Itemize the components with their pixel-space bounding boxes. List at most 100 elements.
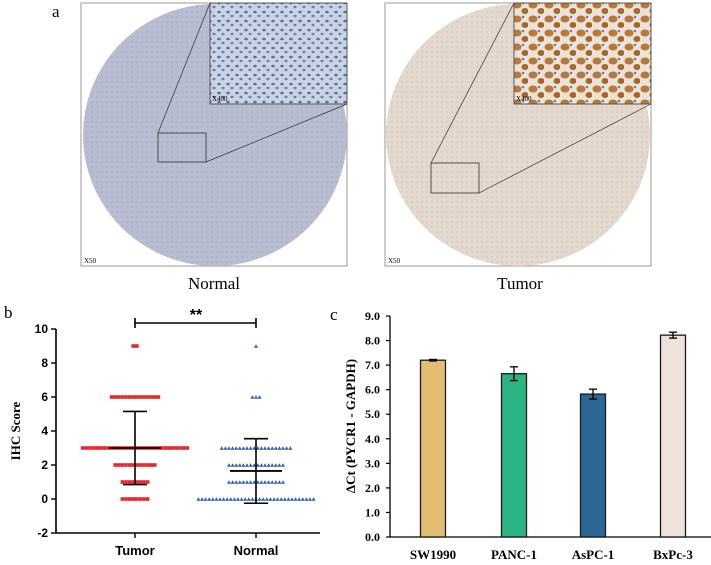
data-point bbox=[263, 463, 267, 467]
overview-magnification: X50 bbox=[388, 257, 401, 265]
data-point bbox=[196, 497, 201, 501]
tumor-image-label: Tumor bbox=[497, 274, 543, 293]
panel-label-b: b bbox=[4, 303, 13, 322]
data-point bbox=[163, 446, 168, 450]
data-point bbox=[254, 395, 258, 399]
data-point bbox=[257, 497, 262, 501]
zoom-region-box bbox=[430, 162, 480, 194]
data-point bbox=[304, 497, 309, 501]
data-point bbox=[234, 480, 239, 484]
data-point bbox=[138, 395, 143, 399]
data-point bbox=[232, 497, 237, 501]
data-point bbox=[91, 446, 96, 450]
data-point bbox=[88, 446, 92, 450]
data-point bbox=[131, 480, 135, 484]
data-point bbox=[259, 480, 264, 484]
data-point bbox=[210, 497, 215, 501]
data-point bbox=[167, 446, 171, 450]
data-point bbox=[149, 463, 153, 467]
y-tick-label: 10 bbox=[35, 322, 49, 336]
data-point bbox=[263, 480, 267, 484]
data-point bbox=[297, 497, 302, 501]
data-point bbox=[228, 497, 233, 501]
data-point bbox=[127, 480, 132, 484]
ihc-y-axis-label: IHC Score bbox=[8, 401, 23, 460]
data-point bbox=[124, 463, 128, 467]
data-point bbox=[284, 446, 289, 450]
x-tick-label: SW1990 bbox=[410, 547, 456, 562]
data-point bbox=[120, 480, 125, 484]
data-point bbox=[171, 446, 175, 450]
data-point bbox=[286, 497, 291, 501]
data-point bbox=[214, 497, 219, 501]
data-point bbox=[250, 497, 255, 501]
data-point bbox=[293, 497, 298, 501]
data-point bbox=[131, 497, 135, 501]
y-tick-label: 6.0 bbox=[365, 383, 380, 397]
data-point bbox=[153, 395, 157, 399]
data-point bbox=[300, 497, 305, 501]
data-point bbox=[160, 446, 164, 450]
data-point bbox=[127, 497, 132, 501]
data-point bbox=[156, 395, 161, 399]
data-point bbox=[120, 463, 125, 467]
data-point bbox=[99, 446, 103, 450]
data-point bbox=[311, 497, 316, 501]
data-point bbox=[281, 446, 285, 450]
data-point bbox=[138, 480, 143, 484]
data-point bbox=[127, 395, 132, 399]
data-point bbox=[120, 497, 125, 501]
data-point bbox=[250, 395, 255, 399]
data-point bbox=[113, 395, 117, 399]
data-point bbox=[230, 463, 235, 467]
data-point bbox=[135, 344, 139, 348]
data-point bbox=[230, 446, 235, 450]
data-point bbox=[84, 446, 89, 450]
data-point bbox=[225, 497, 230, 501]
data-point bbox=[241, 463, 246, 467]
data-point bbox=[185, 446, 189, 450]
data-point bbox=[124, 395, 128, 399]
delta-ct-bar-chart: 0.0 1.0 2.0 3.0 4.0 5.0 6.0 7.0 8.0 9.0 SW1990 PANC… bbox=[365, 309, 711, 562]
data-point bbox=[273, 463, 278, 467]
data-point bbox=[266, 463, 271, 467]
data-point bbox=[243, 497, 248, 501]
data-point bbox=[279, 497, 284, 501]
bar-bxpc-3 bbox=[659, 334, 687, 538]
data-point bbox=[145, 497, 150, 501]
data-point bbox=[266, 446, 271, 450]
data-point bbox=[221, 497, 226, 501]
bar-aspc-1 bbox=[579, 393, 607, 538]
data-point bbox=[142, 480, 146, 484]
data-point bbox=[266, 480, 271, 484]
data-point bbox=[234, 446, 239, 450]
ihc-score-scatter: 10 8 6 4 2 0 -2 Tumor Normal bbox=[35, 318, 320, 558]
y-tick-label: 2.0 bbox=[365, 481, 380, 495]
data-point bbox=[273, 480, 278, 484]
data-point bbox=[149, 395, 153, 399]
data-point bbox=[135, 480, 139, 484]
data-point bbox=[281, 480, 285, 484]
data-point bbox=[245, 463, 249, 467]
data-point bbox=[270, 480, 275, 484]
data-point bbox=[254, 344, 258, 348]
data-point bbox=[290, 497, 294, 501]
data-point bbox=[223, 446, 228, 450]
x-tick-label: Tumor bbox=[115, 543, 154, 558]
data-point bbox=[81, 446, 85, 450]
normal-image-label: Normal bbox=[188, 274, 240, 293]
zoom-region-box bbox=[157, 132, 207, 163]
data-point bbox=[277, 480, 282, 484]
data-point bbox=[127, 463, 132, 467]
y-tick-label: 0 bbox=[41, 492, 48, 506]
panel-label-c: c bbox=[330, 305, 338, 324]
data-point bbox=[200, 497, 204, 501]
y-tick-label: 5.0 bbox=[365, 407, 380, 421]
data-point bbox=[120, 395, 125, 399]
y-tick-label: 8.0 bbox=[365, 334, 380, 348]
data-point bbox=[142, 497, 146, 501]
data-point bbox=[219, 446, 224, 450]
data-point bbox=[248, 480, 253, 484]
inset-magnification: X400 bbox=[516, 95, 532, 103]
